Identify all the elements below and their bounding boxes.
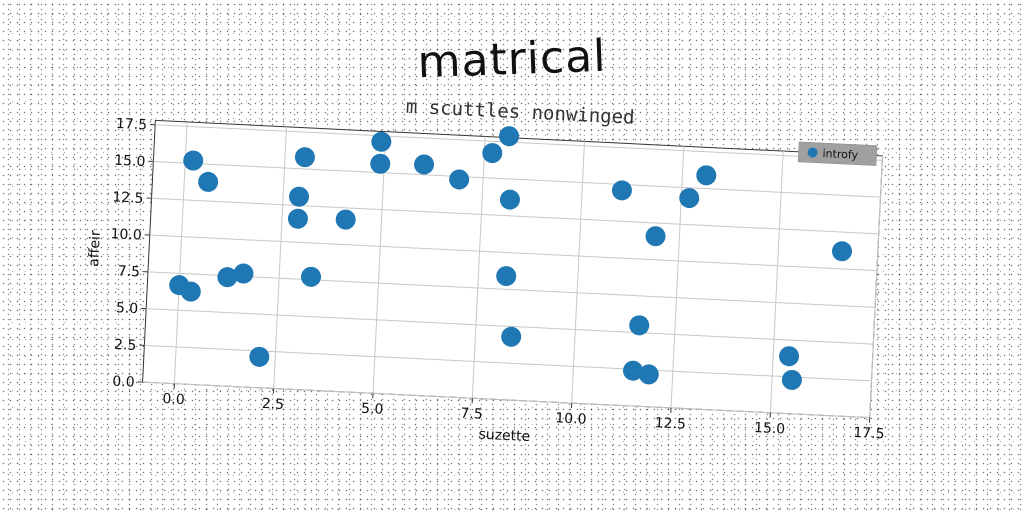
legend-label: introfy: [822, 147, 859, 162]
x-tick-label: 15.0: [754, 420, 786, 438]
scatter-point: [249, 346, 270, 367]
scatter-point: [482, 143, 503, 164]
x-grid-line: [670, 146, 685, 408]
y-grid-line: [155, 124, 883, 161]
x-tick-label: 12.5: [654, 415, 686, 433]
chart-root: m scuttles nonwinged 0.0 2.5 5.0 7.5 10.0 12.…: [86, 96, 885, 446]
scatter-point: [496, 266, 517, 287]
scatter-point: [371, 131, 392, 152]
scatter-point: [294, 147, 315, 168]
scatter-point: [638, 364, 659, 385]
legend-box: [797, 141, 878, 166]
x-axis-ticks: 0.0 2.5 5.0 7.5 10.0 12.5 15.0 17.5: [162, 383, 885, 442]
y-grid-line: [151, 197, 879, 235]
scatter-point: [645, 226, 666, 247]
scatter-point: [779, 346, 800, 367]
scatter-point: [449, 169, 470, 190]
y-tick-label: 5.0: [115, 300, 138, 317]
scatter-point: [679, 188, 700, 209]
y-tick-label: 10.0: [110, 226, 142, 244]
scatter-point: [831, 241, 852, 262]
scatter-point: [696, 165, 717, 186]
chart-subtitle: m scuttles nonwinged: [405, 96, 635, 129]
y-tick-label: 7.5: [117, 263, 140, 280]
x-tick-label: 7.5: [460, 406, 483, 423]
x-grid-line: [471, 136, 486, 399]
scatter-point: [289, 186, 310, 207]
x-axis-label: suzette: [478, 427, 530, 446]
scatter-point: [217, 267, 238, 288]
y-grid-line: [146, 308, 874, 345]
y-tick-label: 0.0: [112, 374, 135, 391]
grid-lines: [142, 121, 884, 419]
scatter-point: [781, 369, 802, 390]
y-grid-line: [142, 381, 870, 419]
y-grid-line: [153, 161, 881, 198]
scatter-point: [414, 154, 435, 175]
scatter-point: [499, 189, 520, 210]
scatter-point: [198, 171, 219, 192]
scatter-point: [499, 126, 520, 147]
x-tick-label: 17.5: [853, 425, 885, 443]
y-tick-label: 15.0: [114, 153, 146, 171]
scatter-point: [183, 150, 204, 171]
x-grid-line: [769, 151, 784, 413]
scatter-point: [335, 209, 356, 230]
x-grid-line: [273, 126, 287, 389]
scatter-point: [629, 315, 650, 336]
x-tick-label: 10.0: [555, 410, 587, 428]
x-grid-line: [869, 155, 884, 418]
scatter-point: [287, 208, 308, 229]
y-grid-line: [149, 234, 877, 272]
x-grid-line: [571, 141, 585, 404]
scatter-point: [611, 180, 632, 201]
scatter-point: [623, 360, 644, 381]
y-axis-ticks: 0.0 2.5 5.0 7.5 10.0 12.5 15.0 17.5: [110, 116, 156, 391]
x-tick-label: 5.0: [361, 401, 384, 418]
scatter-point: [180, 281, 201, 302]
x-tick-label: 2.5: [261, 396, 284, 413]
y-axis-label: affeir: [86, 230, 104, 267]
y-grid-line: [147, 271, 876, 308]
x-grid-line: [372, 131, 387, 394]
scatter-point: [233, 263, 254, 284]
y-tick-label: 2.5: [114, 337, 137, 354]
y-tick-label: 12.5: [112, 189, 144, 207]
x-tick-label: 0.0: [162, 391, 185, 408]
data-points: [169, 126, 852, 390]
y-tick-label: 17.5: [116, 116, 148, 134]
scatter-point: [370, 153, 391, 174]
legend-marker: [807, 147, 818, 158]
legend: introfy: [797, 141, 878, 166]
scatter-point: [501, 326, 522, 347]
scatter-point: [301, 266, 322, 287]
